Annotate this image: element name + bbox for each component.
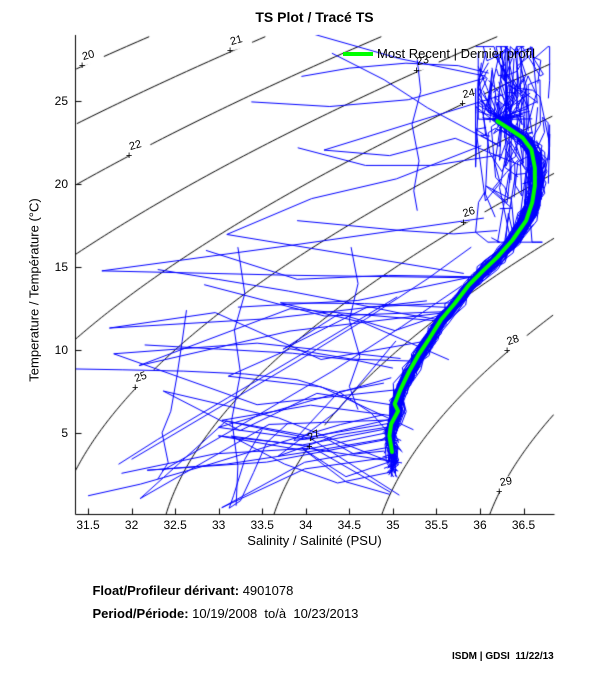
contour-label-plus-icon: + [131, 382, 139, 395]
y-tick-label: 10 [54, 342, 68, 357]
contour-label-plus-icon: + [459, 97, 466, 110]
x-tick-label: 36.5 [511, 518, 536, 532]
legend-most-recent-label: Most Recent | Dernier profil [377, 46, 535, 61]
contour-label-value: 29 [498, 474, 514, 489]
y-tick-label: 20 [54, 177, 68, 192]
footer-period-line: Period/Période: 10/19/2008 to/à 10/23/20… [78, 591, 358, 636]
legend-most-recent-line-swatch [343, 52, 373, 56]
x-axis-label: Salinity / Salinité (PSU) [247, 533, 382, 548]
contour-label-plus-icon: + [306, 441, 313, 454]
contour-label-plus-icon: + [125, 149, 133, 162]
x-tick-label: 36 [473, 518, 487, 532]
x-tick-label: 34 [299, 518, 313, 532]
contour-label-plus-icon: + [503, 345, 511, 358]
y-tick-label: 5 [61, 425, 68, 440]
y-tick-label: 25 [54, 94, 68, 109]
x-tick-label: 33.5 [250, 518, 274, 532]
x-tick-label: 35 [386, 518, 400, 532]
plot-title: TS Plot / Tracé TS [255, 9, 374, 25]
float-label: Float/Profileur dérivant: [92, 583, 240, 598]
x-tick-label: 34.5 [337, 518, 361, 532]
x-tick-label: 32 [124, 518, 139, 532]
x-tick-label: 31.5 [76, 518, 100, 532]
contour-label-plus-icon: + [413, 64, 420, 77]
contour-label-plus-icon: + [78, 59, 86, 72]
credit-text: ISDM | GDSI 11/22/13 [452, 651, 554, 662]
contour-label-plus-icon: + [460, 216, 467, 229]
x-tick-label: 33 [212, 518, 226, 532]
y-tick-label: 15 [54, 260, 68, 275]
float-value: 4901078 [239, 583, 294, 598]
footer-float-line: Float/Profileur dérivant: 4901078 [78, 568, 293, 613]
contour-label-plus-icon: + [496, 485, 503, 498]
period-value: 10/19/2008 to/à 10/23/2013 [188, 606, 359, 621]
period-label: Period/Période: [92, 606, 189, 621]
x-tick-label: 35.5 [424, 518, 449, 532]
contour-label-plus-icon: + [226, 45, 234, 58]
x-tick-label: 32.5 [163, 518, 187, 532]
